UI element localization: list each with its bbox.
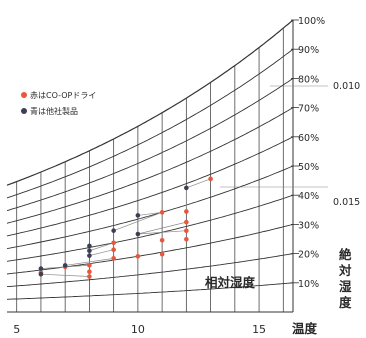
ah-title-char-3: 湿 bbox=[339, 279, 352, 294]
red-data-point bbox=[135, 253, 141, 259]
series-connector-lines bbox=[40, 178, 211, 277]
rh-curve bbox=[6, 165, 294, 250]
ah-tick-0010: 0.010 bbox=[333, 81, 360, 92]
x-tick-label: 15 bbox=[252, 323, 266, 336]
x-tick-label: 5 bbox=[13, 323, 20, 336]
rh-tick-label: 80% bbox=[298, 74, 319, 85]
red-data-point bbox=[184, 236, 189, 242]
connector-line bbox=[89, 242, 114, 252]
rh-curve bbox=[6, 78, 294, 212]
rh-axis-title: 相対湿度 bbox=[205, 275, 256, 290]
rh-curve bbox=[6, 282, 294, 300]
red-data-point bbox=[111, 240, 116, 246]
x-tick-label: 10 bbox=[131, 323, 145, 336]
connector-line bbox=[65, 258, 114, 266]
blue-data-point bbox=[87, 248, 92, 254]
red-data-point bbox=[111, 256, 116, 261]
rh-curve bbox=[6, 107, 294, 224]
blue-data-point bbox=[87, 243, 92, 249]
ah-title-char-4: 度 bbox=[339, 295, 352, 310]
absolute-humidity-title: 絶 対 湿 度 bbox=[338, 247, 352, 310]
ah-title-char-1: 絶 bbox=[339, 247, 352, 262]
red-data-point bbox=[184, 219, 189, 225]
data-points bbox=[38, 176, 213, 279]
legend: 赤はCO-OPドライ 青は他社製品 bbox=[21, 91, 96, 116]
blue-data-point bbox=[62, 263, 68, 268]
rh-tick-label: 90% bbox=[298, 45, 319, 56]
red-data-point bbox=[208, 176, 213, 182]
red-data-point bbox=[159, 251, 165, 257]
connector-line bbox=[137, 211, 163, 216]
red-data-point bbox=[159, 210, 165, 215]
connector-line bbox=[40, 273, 90, 277]
red-data-point bbox=[87, 262, 92, 268]
red-data-point bbox=[87, 269, 92, 274]
connector-line bbox=[137, 230, 187, 235]
red-data-point bbox=[184, 209, 189, 214]
blue-data-point bbox=[135, 213, 141, 218]
blue-data-point bbox=[135, 231, 141, 237]
x-axis-title: 温度 bbox=[292, 321, 318, 336]
connector-line bbox=[137, 221, 187, 235]
red-data-point bbox=[111, 247, 116, 253]
rh-curve bbox=[6, 48, 294, 199]
rh-curve bbox=[6, 223, 294, 275]
relative-humidity-curves: 10% 20% 30% 40% 50% 60% 70% 80% 90% 100% bbox=[6, 16, 325, 300]
red-data-point bbox=[159, 237, 165, 243]
rh-curve bbox=[6, 19, 294, 186]
rh-tick-label: 50% bbox=[298, 162, 319, 173]
rh-curve bbox=[6, 136, 294, 237]
legend-marker-red bbox=[21, 92, 27, 98]
legend-marker-blue bbox=[21, 108, 27, 114]
ah-tick-0015: 0.015 bbox=[333, 197, 360, 208]
blue-data-point bbox=[87, 253, 92, 258]
red-data-point bbox=[184, 228, 189, 234]
connector-line bbox=[113, 212, 163, 231]
red-data-point bbox=[87, 274, 92, 279]
blue-data-point bbox=[38, 266, 44, 271]
rh-tick-label: 60% bbox=[298, 133, 319, 144]
rh-curve bbox=[6, 253, 294, 288]
ah-title-char-2: 対 bbox=[338, 263, 352, 278]
blue-data-point bbox=[38, 271, 44, 277]
blue-data-point bbox=[111, 228, 116, 233]
rh-tick-label: 100% bbox=[298, 16, 325, 27]
rh-tick-label: 40% bbox=[298, 191, 319, 202]
rh-tick-label: 20% bbox=[298, 250, 319, 261]
axis-labels: 5 10 15 bbox=[13, 323, 266, 336]
connector-line bbox=[186, 178, 211, 189]
connector-line bbox=[89, 249, 114, 256]
rh-tick-label: 30% bbox=[298, 220, 319, 231]
legend-label-blue: 青は他社製品 bbox=[30, 106, 78, 116]
blue-data-point bbox=[184, 185, 189, 191]
rh-tick-label: 70% bbox=[298, 104, 319, 115]
rh-tick-label: 10% bbox=[298, 279, 319, 290]
rh-curve bbox=[6, 194, 294, 262]
legend-label-red: 赤はCO-OPドライ bbox=[30, 91, 96, 100]
